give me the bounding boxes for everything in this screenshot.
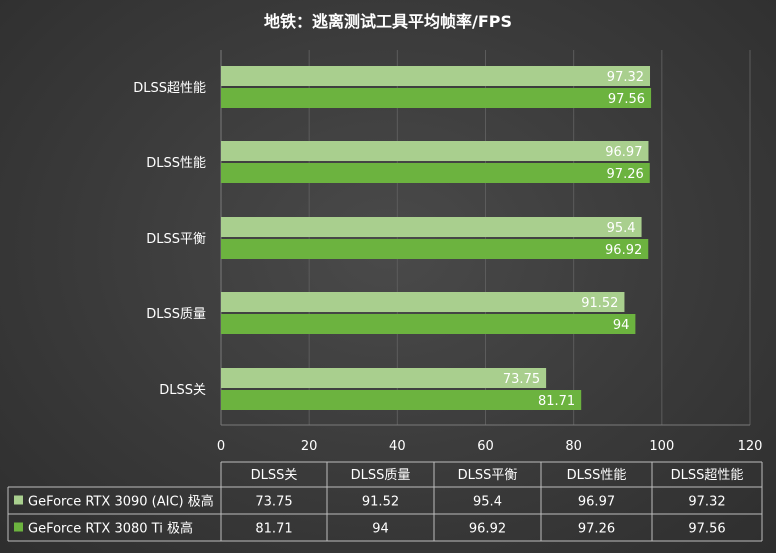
category-labels: DLSS超性能 DLSS性能 DLSS平衡 DLSS质量 DLSS关 xyxy=(133,81,206,398)
bar xyxy=(221,314,636,334)
data-label: 96.97 xyxy=(605,145,642,160)
table-header: DLSS平衡 xyxy=(458,468,518,483)
category-label: DLSS性能 xyxy=(146,156,206,171)
x-tick-labels: 0 20 40 60 80 100 120 xyxy=(217,439,763,454)
data-label: 95.4 xyxy=(607,221,636,236)
bar xyxy=(221,141,649,161)
x-tick-label: 40 xyxy=(389,439,406,454)
bar xyxy=(221,217,642,237)
table-cell: 97.32 xyxy=(688,495,725,510)
data-label: 91.52 xyxy=(581,296,618,311)
gridlines xyxy=(220,50,751,426)
table-header: DLSS关 xyxy=(251,468,298,483)
data-label: 94 xyxy=(613,318,630,333)
data-label: 73.75 xyxy=(503,372,540,387)
bar xyxy=(221,66,651,86)
table-header: DLSS性能 xyxy=(567,468,627,483)
category-label: DLSS质量 xyxy=(146,307,206,322)
table-cell: 96.92 xyxy=(469,522,506,537)
bar xyxy=(221,163,650,183)
legend-swatch xyxy=(14,522,23,532)
x-tick-label: 80 xyxy=(565,439,582,454)
bar xyxy=(221,390,582,410)
category-label: DLSS超性能 xyxy=(133,81,206,96)
x-tick-label: 120 xyxy=(738,439,763,454)
bar xyxy=(221,292,625,312)
series-name: GeForce RTX 3090 (AIC) 极高 xyxy=(28,494,214,510)
chart-title: 地铁：逃离测试工具平均帧率/FPS xyxy=(264,12,512,31)
table-cell: 97.56 xyxy=(688,522,725,537)
table-cell: 81.71 xyxy=(255,522,292,537)
series-name: GeForce RTX 3080 Ti 极高 xyxy=(28,521,193,537)
data-label: 97.32 xyxy=(607,70,644,85)
data-label: 81.71 xyxy=(538,394,575,409)
x-tick-label: 0 xyxy=(217,439,225,454)
table-header: DLSS质量 xyxy=(351,468,411,483)
table-cell: 94 xyxy=(372,522,389,537)
x-tick-label: 60 xyxy=(477,439,494,454)
category-label: DLSS关 xyxy=(159,383,206,398)
table-cell: 91.52 xyxy=(362,495,399,510)
x-tick-label: 100 xyxy=(649,439,674,454)
data-label: 96.92 xyxy=(605,243,642,258)
legend-swatch xyxy=(14,495,23,505)
bar xyxy=(221,368,547,388)
x-tick-label: 20 xyxy=(301,439,318,454)
data-table: DLSS关 DLSS质量 DLSS平衡 DLSS性能 DLSS超性能 GeForce RT… xyxy=(7,461,763,542)
bars: 97.32 97.56 96.97 97.26 95.4 96.92 91.52 94 73.7… xyxy=(221,66,652,410)
bar xyxy=(221,239,649,259)
data-label: 97.26 xyxy=(607,167,644,182)
table-header: DLSS超性能 xyxy=(671,468,744,483)
table-cell: 73.75 xyxy=(255,495,292,510)
bar xyxy=(221,88,652,108)
data-label: 97.56 xyxy=(608,92,645,107)
table-cell: 97.26 xyxy=(578,522,615,537)
table-cell: 95.4 xyxy=(473,495,502,510)
table-cell: 96.97 xyxy=(578,495,615,510)
category-label: DLSS平衡 xyxy=(146,232,206,247)
